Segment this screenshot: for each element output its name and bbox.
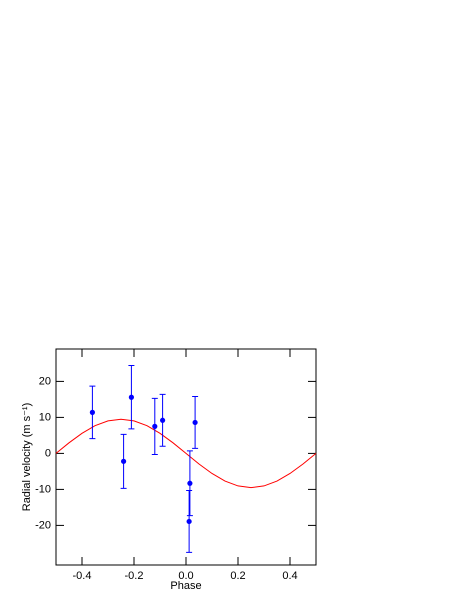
y-tick-label: 20 (39, 375, 51, 387)
model-curve (55, 418, 317, 489)
y-tick-label: 10 (39, 411, 51, 423)
x-axis-label: Phase (170, 580, 201, 592)
x-tick-label: 0.4 (282, 570, 297, 582)
y-tick-label: 0 (45, 447, 51, 459)
data-point (89, 409, 95, 415)
data-point (128, 394, 134, 400)
y-tick-label: -20 (35, 519, 51, 531)
y-tick-label: -10 (35, 483, 51, 495)
x-tick-label: -0.4 (73, 570, 92, 582)
x-tick-label: -0.2 (125, 570, 144, 582)
data-point (192, 419, 198, 426)
data-point (187, 480, 193, 486)
data-point (121, 458, 127, 464)
y-axis-label: Radial velocity (m s⁻¹) (21, 403, 33, 512)
x-tick-label: 0.0 (178, 570, 193, 582)
x-tick-label: 0.2 (230, 570, 245, 582)
data-point (160, 417, 166, 423)
data-point (186, 518, 192, 525)
data-point (152, 423, 158, 429)
plot-frame (55, 348, 317, 566)
